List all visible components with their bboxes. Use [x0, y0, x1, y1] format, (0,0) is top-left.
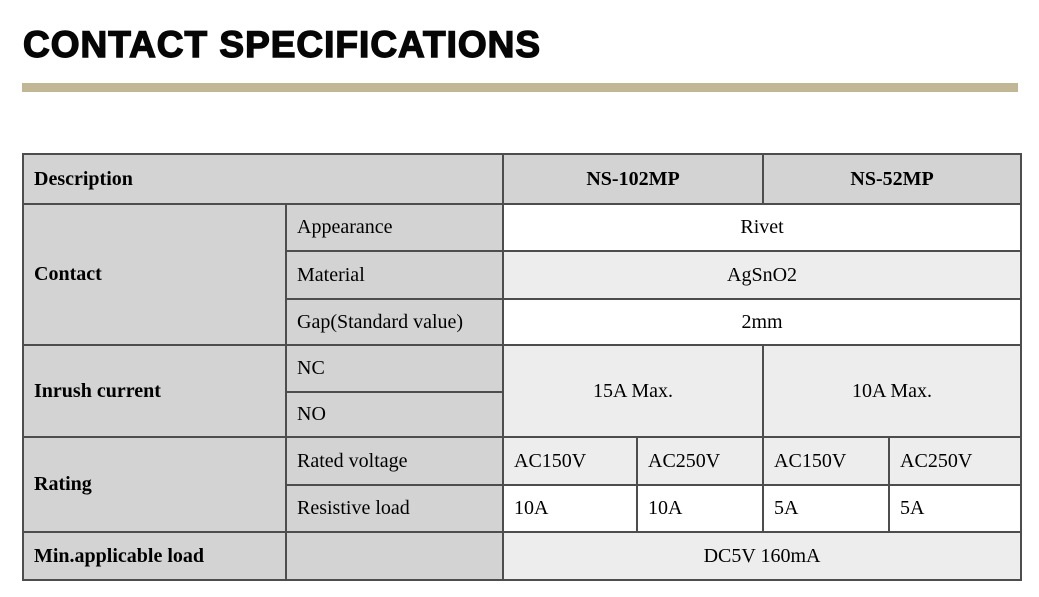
header-model-ns102mp-cell: NS-102MP	[502, 153, 765, 205]
title-underline-bar	[22, 83, 1018, 92]
inrush-ns52mp-value-cell: 10A Max.	[762, 344, 1023, 438]
gap-label-cell: Gap(Standard value)	[284, 298, 505, 346]
min-applicable-load-empty-cell	[284, 531, 505, 581]
page-title: CONTACT SPECIFICATIONS	[22, 23, 542, 65]
table-row: Inrush current NC 15A Max. 10A Max.	[22, 344, 1023, 438]
rated-voltage-label-cell: Rated voltage	[284, 436, 505, 486]
table-row: Material AgSnO2	[23, 250, 1023, 300]
contact-specifications-table: Description NS-102MP NS-52MP Contact App…	[21, 153, 1023, 581]
table-row: Resistive load 10A 10A 5A 5A	[23, 484, 1023, 533]
table-row: NO	[23, 391, 1021, 438]
table-row: Min.applicable load DC5V 160mA	[22, 531, 1023, 581]
resistive-load-ns52mp-ac250v-cell: 5A	[888, 484, 1023, 533]
header-description-cell: Description	[21, 153, 505, 205]
rating-label-cell: Rating	[22, 436, 287, 533]
min-applicable-load-value-cell: DC5V 160mA	[502, 531, 1023, 581]
table-row: Rating Rated voltage AC150V AC250V AC150…	[22, 436, 1023, 533]
material-value-cell: AgSnO2	[502, 250, 1023, 300]
table-row: Contact Appearance Rivet	[22, 203, 1023, 346]
rated-voltage-ns102mp-ac250v-cell: AC250V	[636, 436, 765, 486]
inrush-current-label-cell: Inrush current	[22, 344, 287, 438]
min-applicable-load-label-cell: Min.applicable load	[22, 531, 287, 581]
rated-voltage-ns102mp-ac150v-cell: AC150V	[502, 436, 639, 486]
resistive-load-ns102mp-ac250v-cell: 10A	[636, 484, 765, 533]
rated-voltage-ns52mp-ac150v-cell: AC150V	[762, 436, 891, 486]
material-label-cell: Material	[284, 250, 505, 300]
nc-label-cell: NC	[284, 344, 505, 393]
rated-voltage-ns52mp-ac250v-cell: AC250V	[888, 436, 1023, 486]
inrush-ns102mp-value-cell: 15A Max.	[502, 344, 765, 438]
table-row: Description NS-102MP NS-52MP	[21, 153, 1023, 205]
header-model-ns52mp-cell: NS-52MP	[762, 153, 1023, 205]
no-label-cell: NO	[284, 391, 505, 438]
appearance-value-cell: Rivet	[502, 203, 1023, 252]
resistive-load-ns102mp-ac150v-cell: 10A	[502, 484, 639, 533]
gap-value-cell: 2mm	[502, 298, 1023, 346]
resistive-load-label-cell: Resistive load	[284, 484, 505, 533]
table-row: Gap(Standard value) 2mm	[23, 298, 1023, 346]
resistive-load-ns52mp-ac150v-cell: 5A	[762, 484, 891, 533]
appearance-label-cell: Appearance	[284, 203, 505, 252]
contact-label-cell: Contact	[22, 203, 287, 346]
